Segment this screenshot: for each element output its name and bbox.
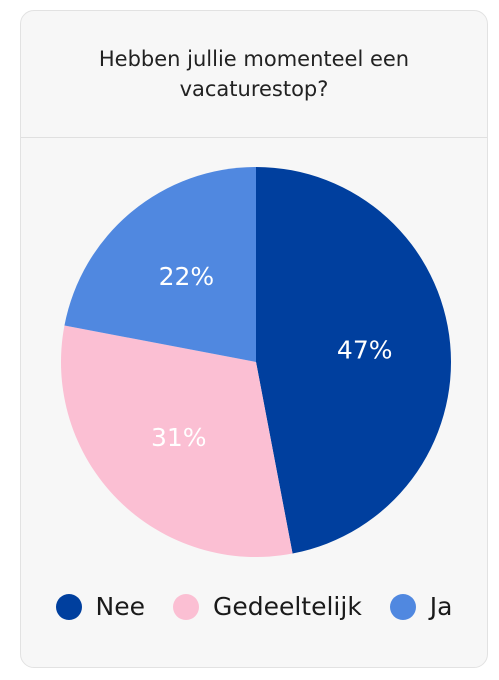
pie-slice [60,325,293,557]
legend-swatch [55,593,82,620]
legend-swatch [389,593,416,620]
value-label: 47% [337,336,393,365]
legend-label: Ja [429,592,453,621]
chart-title: Hebben jullie momenteel een vacaturestop… [98,47,410,101]
legend-item: Gedeeltelijk [172,592,362,621]
legend-label: Nee [95,592,145,621]
value-label: 31% [151,423,207,452]
pie-slice [64,167,257,362]
value-label: 22% [159,262,215,291]
card-header: Hebben jullie momenteel een vacaturestop… [21,11,487,138]
legend-item: Ja [389,592,453,621]
legend-label: Gedeeltelijk [212,592,362,621]
legend: Nee Gedeeltelijk Ja [20,592,488,621]
legend-item: Nee [55,592,145,621]
legend-swatch [172,593,199,620]
pie-slice [256,167,452,554]
